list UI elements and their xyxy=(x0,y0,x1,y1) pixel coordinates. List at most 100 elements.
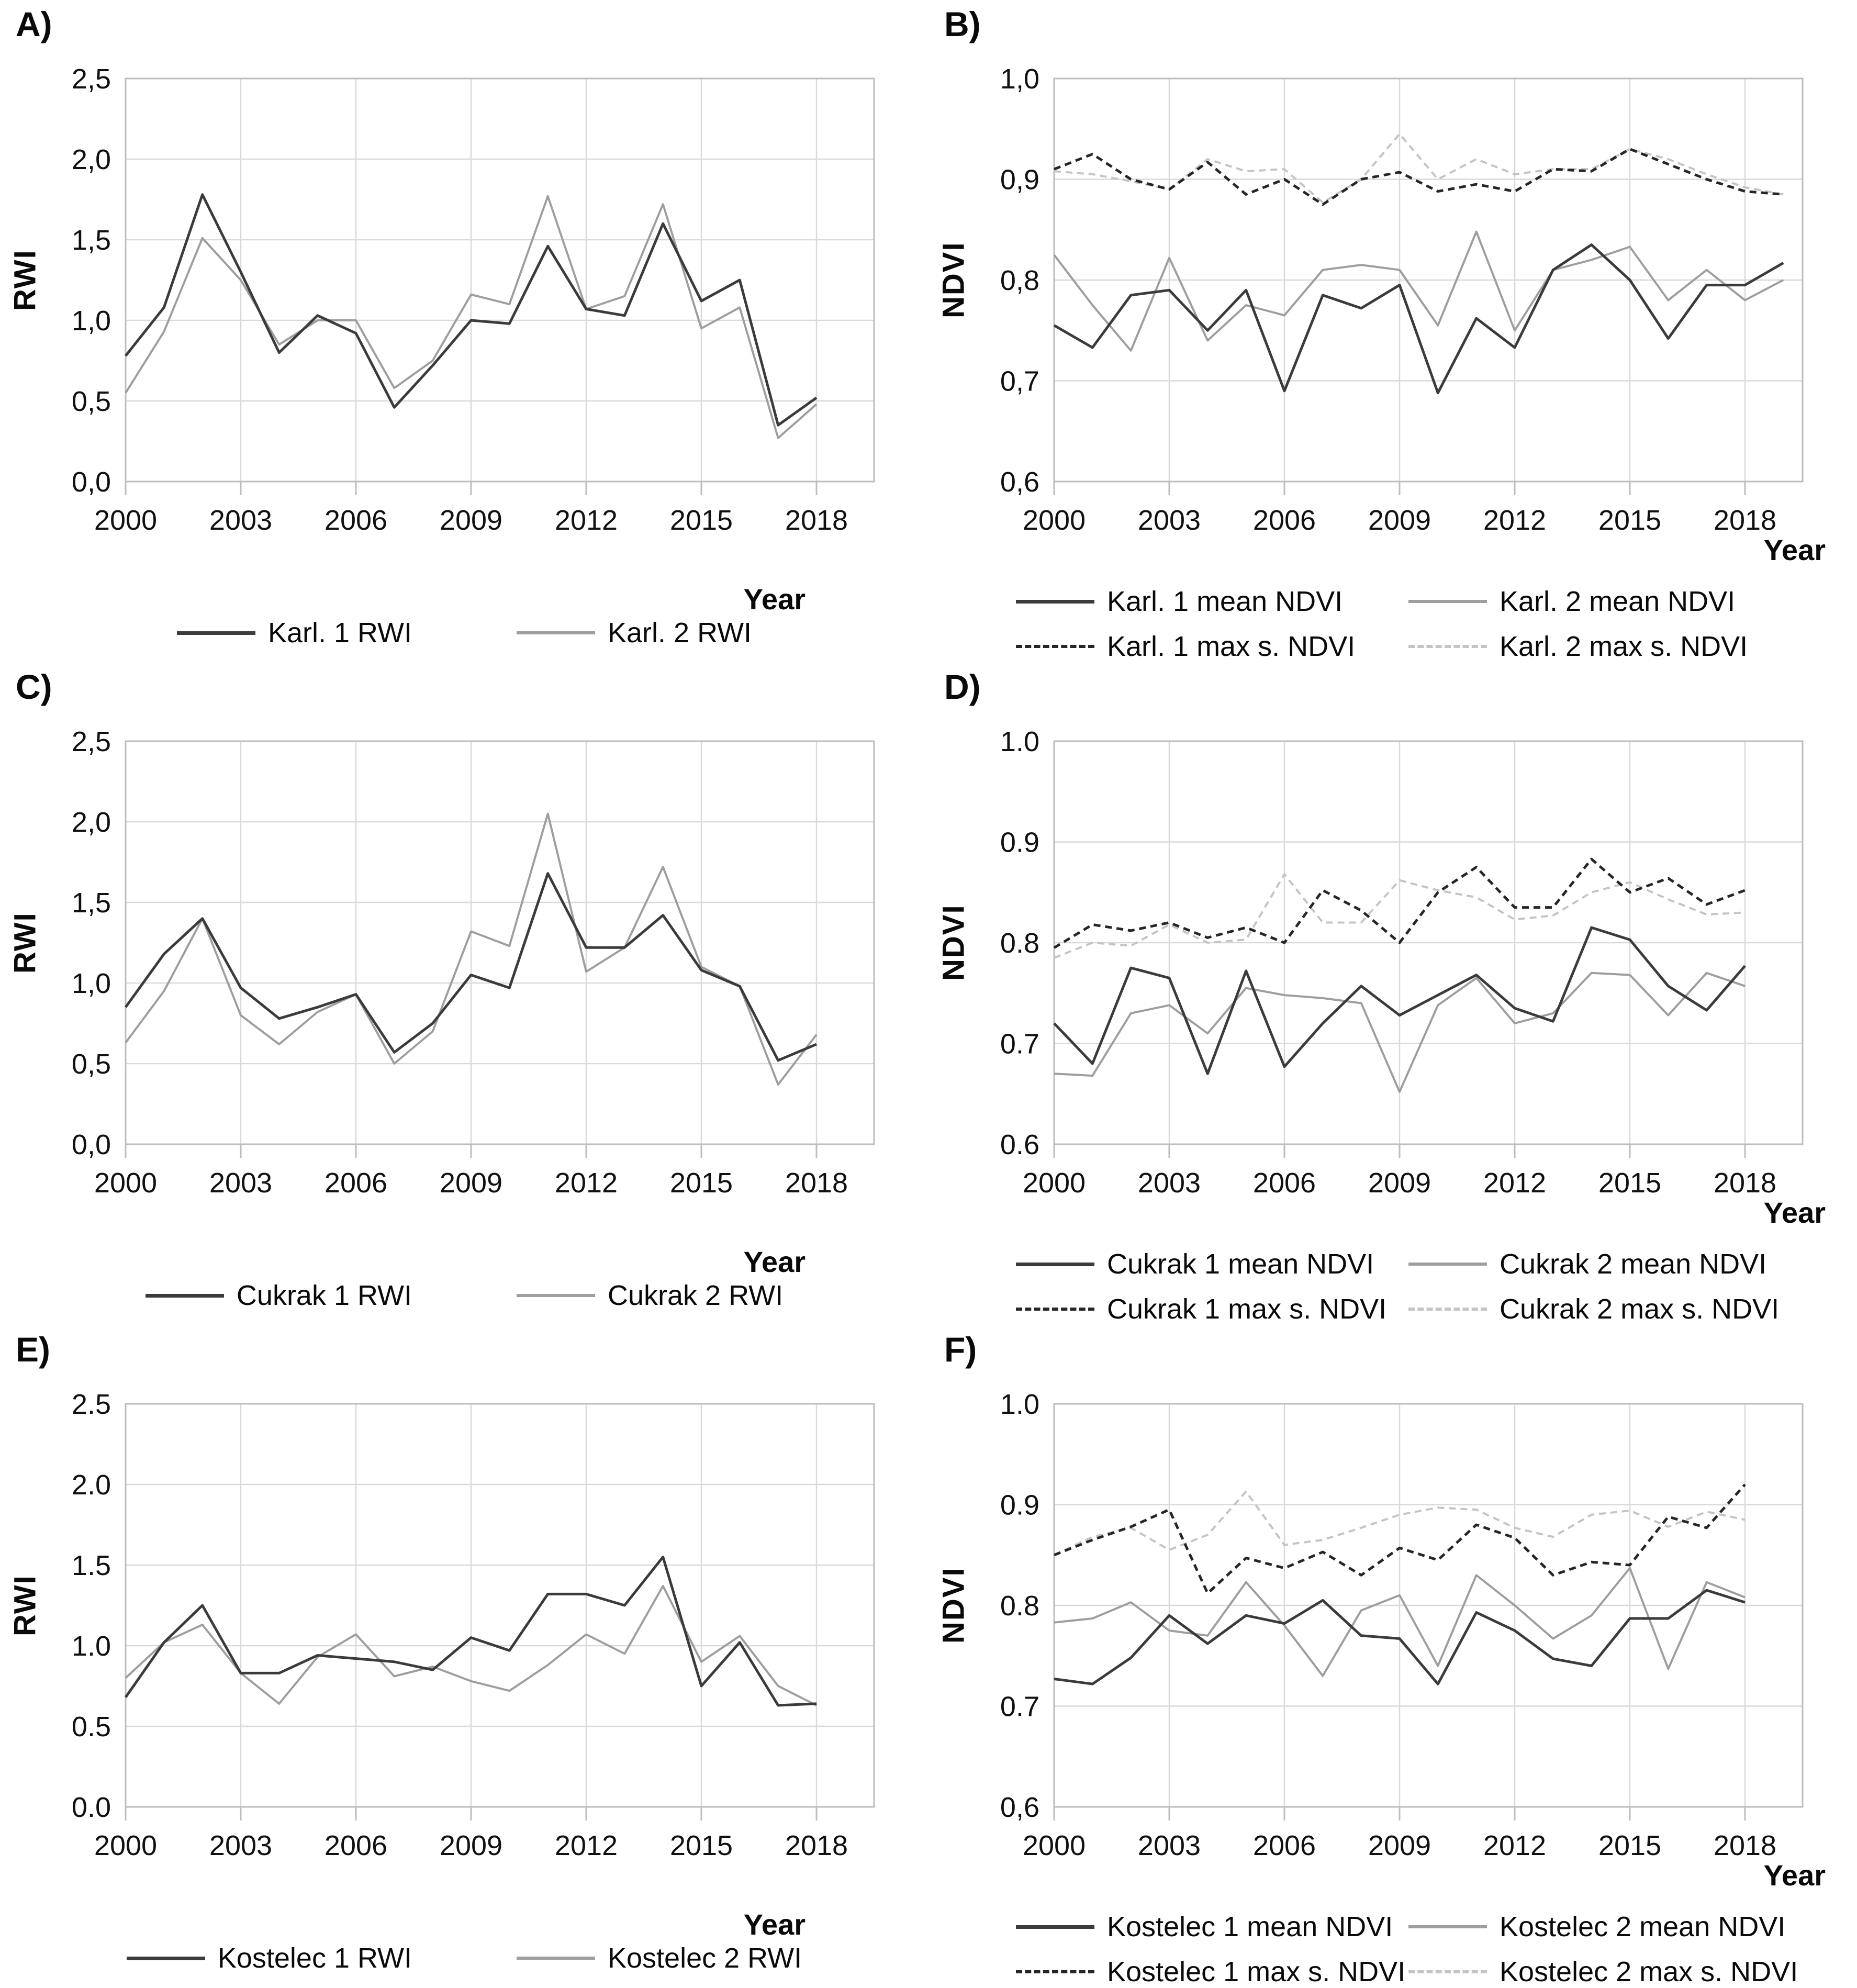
legend-row: Karl. 1 max s. NDVI Karl. 2 max s. NDVI xyxy=(929,630,1857,663)
line-chart: 1,0 0,9 0,8 0,7 0,6 2000 2003 2006 2009 2012 2015 2… xyxy=(1000,63,1804,536)
x-tick-label: 2006 xyxy=(1253,1167,1316,1199)
legend-line-sample xyxy=(1016,1925,1094,1929)
x-tick-label: 2000 xyxy=(1023,1167,1086,1199)
y-tick-label: 1,0 xyxy=(72,305,111,337)
y-tick-label: 0,6 xyxy=(1000,466,1039,498)
legend-label: Cukrak 2 max s. NDVI xyxy=(1500,1293,1780,1325)
legend-item: Kostelec 1 mean NDVI xyxy=(1016,1911,1393,1943)
y-tick-label: 1,5 xyxy=(72,887,111,919)
panel-label: C) xyxy=(16,667,52,706)
x-tick-label: 2018 xyxy=(785,505,848,536)
legend-row: Cukrak 1 mean NDVI Cukrak 2 mean NDVI xyxy=(929,1248,1857,1280)
x-tick-label: 2009 xyxy=(440,1167,502,1199)
legend-row: Kostelec 1 RWI Kostelec 2 RWI xyxy=(0,1942,929,1974)
panel-e: E) RWI 2.5 2.0 1.5 1.0 0.5 0.0 2000 2003 2006 200… xyxy=(0,1325,929,1988)
x-tick-label: 2018 xyxy=(1714,505,1776,536)
series-line xyxy=(1054,873,1746,959)
legend-label: Karl. 1 mean NDVI xyxy=(1107,586,1343,617)
series-line xyxy=(125,195,818,439)
x-tick-label: 2012 xyxy=(1483,1830,1546,1861)
legend-line-sample xyxy=(517,1957,595,1960)
y-tick-label: 0.6 xyxy=(1000,1129,1039,1160)
legend-item: Cukrak 2 mean NDVI xyxy=(1408,1248,1770,1280)
legend-line-sample xyxy=(1408,645,1487,648)
legend-label: Karl. 1 max s. NDVI xyxy=(1107,631,1356,662)
legend-label: Cukrak 2 mean NDVI xyxy=(1500,1248,1767,1280)
y-tick-label: 1.0 xyxy=(1000,1389,1039,1420)
panel-label: E) xyxy=(16,1330,50,1369)
line-chart: 1.0 0.9 0.8 0.7 0.6 2000 2003 2006 2009 2012 2015 2… xyxy=(1000,726,1804,1199)
legend-item: Karl. 1 RWI xyxy=(176,617,412,649)
y-tick-label: 0.0 xyxy=(72,1792,111,1823)
series-line xyxy=(125,812,818,1086)
y-tick-label: 1.0 xyxy=(1000,726,1039,757)
legend-label: Karl. 2 max s. NDVI xyxy=(1500,631,1748,662)
x-axis-title: Year xyxy=(1763,533,1826,566)
legend-line-sample xyxy=(1016,1308,1094,1311)
x-tick-label: 2006 xyxy=(325,1830,387,1861)
legend-item: Kostelec 2 max s. NDVI xyxy=(1408,1956,1798,1988)
legend: Cukrak 1 RWI Cukrak 2 RWI xyxy=(0,1279,929,1312)
plot-border xyxy=(125,77,875,483)
legend-label: Kostelec 2 mean NDVI xyxy=(1500,1911,1786,1942)
legend-line-sample xyxy=(1408,1308,1487,1311)
y-tick-label: 2.5 xyxy=(72,1389,111,1420)
legend-item: Karl. 2 mean NDVI xyxy=(1408,585,1770,618)
x-axis-title: Year xyxy=(1763,1859,1826,1892)
legend-line-sample xyxy=(1408,1970,1487,1973)
legend-item: Karl. 2 max s. NDVI xyxy=(1408,630,1770,663)
legend-label: Karl. 2 RWI xyxy=(608,617,752,649)
legend-item: Cukrak 1 RWI xyxy=(145,1279,412,1312)
legend-line-sample xyxy=(1408,600,1487,603)
x-tick-label: 2009 xyxy=(1368,1167,1431,1199)
y-tick-label: 0.8 xyxy=(1000,928,1039,959)
x-tick-label: 2018 xyxy=(1714,1167,1776,1199)
legend-line-sample xyxy=(176,631,255,635)
series-line xyxy=(124,872,817,1062)
panel-label: D) xyxy=(944,667,981,706)
line-chart: 1.0 0.9 0.8 0.7 0,6 2000 2003 2006 2009 2012 2015 2… xyxy=(1000,1389,1804,1861)
legend-item: Cukrak 1 mean NDVI xyxy=(1016,1248,1377,1280)
legend-item: Karl. 1 mean NDVI xyxy=(1016,585,1377,618)
legend-line-sample xyxy=(1016,645,1094,648)
legend-item: Karl. 1 max s. NDVI xyxy=(1016,630,1377,663)
x-tick-label: 2015 xyxy=(670,1167,733,1199)
legend-line-sample xyxy=(1016,1262,1094,1266)
y-tick-label: 0,0 xyxy=(72,466,111,498)
plot-border xyxy=(1053,77,1804,483)
legend-label: Cukrak 2 RWI xyxy=(608,1280,784,1311)
x-tick-label: 2012 xyxy=(555,1830,618,1861)
x-tick-label: 2015 xyxy=(670,505,733,536)
line-chart: 2,5 2,0 1,5 1,0 0,5 0,0 2000 2003 2006 2009 2012 20… xyxy=(72,63,875,536)
x-tick-label: 2003 xyxy=(1138,1830,1201,1861)
x-tick-label: 2015 xyxy=(1598,1830,1661,1861)
y-tick-label: 0.7 xyxy=(1000,1029,1039,1060)
legend-item: Kostelec 1 RWI xyxy=(126,1942,412,1974)
x-axis-title: Year xyxy=(743,583,806,616)
legend-item: Cukrak 2 RWI xyxy=(517,1279,783,1312)
legend-label: Karl. 2 mean NDVI xyxy=(1500,586,1736,617)
series-line xyxy=(1053,926,1746,1075)
line-chart: 2.5 2.0 1.5 1.0 0.5 0.0 2000 2003 2006 2009 2012 20… xyxy=(72,1389,875,1861)
x-tick-label: 2018 xyxy=(785,1167,848,1199)
panel-a: A) RWI 2,5 2,0 1,5 1,0 0,5 0,0 2000 2003 2006 200… xyxy=(0,0,929,663)
y-tick-label: 0.7 xyxy=(1000,1691,1039,1723)
series-line xyxy=(1054,1589,1746,1685)
y-tick-label: 0,0 xyxy=(72,1129,111,1160)
x-tick-label: 2012 xyxy=(555,1167,618,1199)
panel-f: F) NDVI 1.0 0.9 0.8 0.7 0,6 2000 2003 2006 2009 2… xyxy=(929,1325,1857,1988)
legend-line-sample xyxy=(1016,1970,1094,1973)
legend-label: Cukrak 1 max s. NDVI xyxy=(1107,1293,1387,1325)
y-tick-label: 1.0 xyxy=(72,1630,111,1662)
legend-row: Cukrak 1 RWI Cukrak 2 RWI xyxy=(0,1279,929,1312)
y-tick-label: 1.5 xyxy=(72,1550,111,1581)
plot-border xyxy=(125,740,875,1145)
y-tick-label: 0,5 xyxy=(72,386,111,417)
x-tick-label: 2000 xyxy=(94,505,157,536)
y-tick-label: 1,0 xyxy=(72,968,111,999)
x-tick-label: 2015 xyxy=(1598,1167,1661,1199)
plot-border xyxy=(125,1403,875,1808)
legend-label: Cukrak 1 RWI xyxy=(236,1280,412,1311)
legend-row: Kostelec 1 mean NDVI Kostelec 2 mean NDV… xyxy=(929,1911,1857,1943)
